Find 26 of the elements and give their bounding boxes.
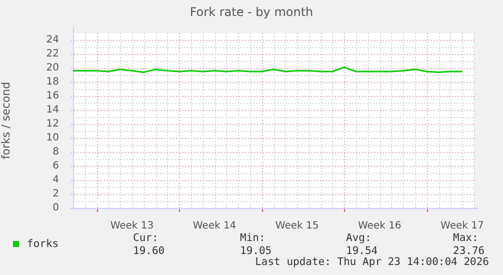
y-tick-label: 18 — [46, 76, 59, 88]
text: Min: 19.05 — [240, 232, 272, 257]
y-tick-label: 0 — [52, 202, 59, 214]
y-tick-label: 10 — [46, 132, 59, 144]
y-tick-label: 8 — [52, 146, 59, 158]
y-tick-label: 14 — [46, 104, 59, 116]
x-tick-label: Week 17 — [440, 220, 484, 232]
legend-label: forks — [27, 238, 59, 250]
x-tick-label: Week 15 — [275, 220, 319, 232]
y-tick-label: 22 — [46, 48, 59, 60]
chart-title: Fork rate - by month — [188, 5, 314, 19]
text: Avg: 19.54 — [346, 232, 378, 257]
x-tick-label: Week 14 — [192, 220, 236, 232]
y-axis-title: forks / second — [0, 82, 12, 160]
y-tick-label: 12 — [46, 118, 59, 130]
y-tick-label: 2 — [52, 188, 59, 200]
x-tick-label: Week 13 — [110, 220, 154, 232]
y-tick-label: 24 — [46, 34, 59, 46]
y-tick-label: 4 — [52, 174, 59, 186]
text: Last update: Thu Apr 23 14:00:04 2026 — [255, 256, 489, 268]
y-tick-label: 20 — [46, 62, 59, 74]
y-tick-label: 16 — [46, 90, 59, 102]
text: Max: 23.76 — [453, 232, 485, 257]
x-tick-label: Week 16 — [358, 220, 402, 232]
y-tick-label: 6 — [52, 160, 59, 172]
text: Cur: 19.60 — [133, 232, 165, 258]
